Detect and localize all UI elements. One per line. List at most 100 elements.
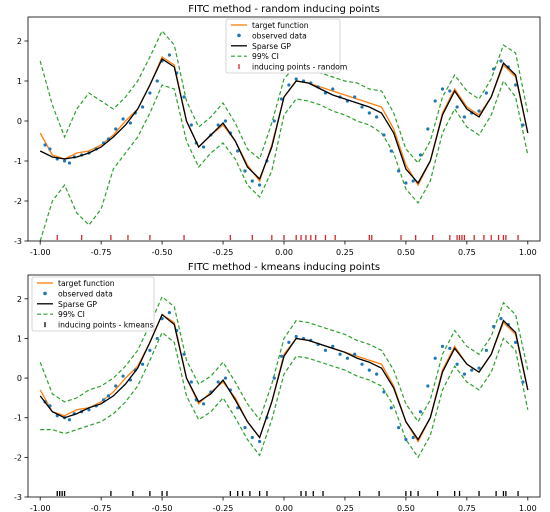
observed-data-point [492, 67, 496, 71]
legend-box [31, 276, 155, 332]
observed-data-point [360, 362, 364, 366]
observed-data-point [331, 344, 335, 348]
observed-data-point [367, 111, 371, 115]
x-tick-label: 0.75 [458, 248, 476, 257]
y-tick-label: 1 [17, 334, 22, 343]
observed-data-point [499, 59, 503, 63]
observed-data-point [331, 87, 335, 91]
x-tick-label: -0.50 [152, 504, 173, 512]
observed-data-point [279, 97, 284, 101]
sparse-gp-line [39, 58, 529, 185]
observed-data-point [411, 179, 415, 183]
plot-area [39, 295, 529, 496]
observed-data-point [250, 435, 254, 440]
legend-box [225, 18, 341, 74]
observed-data-point [375, 115, 379, 119]
x-tick-label: -0.75 [91, 248, 112, 257]
legend-observed-swatch [237, 33, 241, 38]
observed-data-point [360, 105, 364, 109]
observed-data-point [484, 91, 488, 95]
observed-data-point [258, 183, 262, 187]
observed-data-point [426, 384, 430, 388]
chart-panel-1: FITC method - random inducing points -1.0… [14, 4, 541, 257]
x-tick-label: 0.25 [336, 248, 354, 257]
legend-label: Sparse GP [58, 300, 97, 309]
observed-data-point [375, 372, 379, 376]
observed-data-point [182, 95, 186, 99]
observed-data-point [514, 83, 518, 87]
observed-data-point [521, 123, 525, 127]
observed-data-point [182, 352, 186, 356]
observed-data-point [455, 362, 459, 366]
x-tick-label: -1.00 [30, 504, 51, 512]
y-tick-label: -1 [14, 414, 22, 423]
x-tick-label: 0.50 [397, 504, 415, 512]
ci-lower-line [39, 79, 529, 241]
legend-label: target function [252, 21, 309, 30]
observed-data-point [477, 109, 481, 113]
ci-lower-line [40, 331, 529, 459]
observed-data-point [121, 374, 125, 378]
observed-data-point [470, 368, 474, 372]
observed-data-point [433, 356, 437, 360]
observed-data-point [455, 105, 459, 109]
observed-data-point [114, 127, 118, 131]
ci-upper-line [39, 295, 529, 423]
observed-data-point [62, 159, 67, 163]
x-tick-label: -1.00 [30, 248, 51, 257]
observed-data-point [201, 402, 206, 406]
observed-data-point [189, 123, 193, 127]
observed-data-point [448, 346, 452, 350]
y-tick-label: -2 [14, 453, 22, 462]
y-tick-label: 0 [17, 117, 22, 126]
observed-data-point [101, 398, 106, 402]
observed-data-point [236, 149, 240, 153]
observed-data-point [514, 340, 518, 344]
y-tick-label: -3 [14, 237, 22, 246]
y-tick-label: -3 [14, 493, 22, 502]
observed-data-point [216, 123, 220, 127]
y-tick-label: 2 [17, 295, 22, 304]
observed-data-point [353, 352, 357, 356]
observed-data-point [67, 418, 72, 422]
legend-observed-swatch [43, 291, 47, 296]
x-tick-label: 1.00 [519, 504, 537, 512]
observed-data-point [345, 356, 349, 360]
observed-data-point [114, 384, 118, 388]
observed-data-point [272, 119, 276, 123]
observed-data-point [216, 380, 220, 384]
chart-title: FITC method - random inducing points [188, 4, 380, 15]
x-tick-label: -0.75 [91, 504, 112, 512]
y-tick-label: -1 [14, 157, 22, 166]
legend-label: inducing points - kmeans [58, 321, 154, 330]
observed-data-point [353, 95, 357, 99]
observed-data-point [48, 147, 52, 151]
observed-data-point [448, 89, 452, 93]
observed-data-point [43, 143, 47, 147]
observed-data-point [389, 406, 393, 410]
observed-data-point [128, 121, 132, 125]
observed-data-point [87, 408, 91, 412]
observed-data-point [338, 352, 342, 356]
y-tick-label: -2 [14, 197, 22, 206]
observed-data-point [323, 348, 328, 352]
observed-data-point [279, 354, 284, 358]
observed-data-point [396, 169, 401, 173]
observed-data-point [250, 179, 254, 183]
observed-data-point [389, 149, 393, 153]
observed-data-point [433, 99, 437, 103]
observed-data-point [521, 380, 525, 384]
x-tick-label: 0.00 [275, 248, 293, 257]
legend-label: 99% CI [252, 52, 279, 61]
x-tick-label: -0.25 [213, 504, 234, 512]
x-tick-label: 0.50 [397, 248, 415, 257]
y-tick-label: 0 [17, 374, 22, 383]
observed-data-point [440, 344, 445, 348]
x-tick-label: 0.00 [275, 504, 293, 512]
observed-data-point [189, 380, 193, 384]
legend-label: observed data [58, 289, 113, 298]
observed-data-point [499, 317, 503, 321]
observed-data-point [106, 394, 111, 398]
observed-data-point [223, 119, 228, 123]
